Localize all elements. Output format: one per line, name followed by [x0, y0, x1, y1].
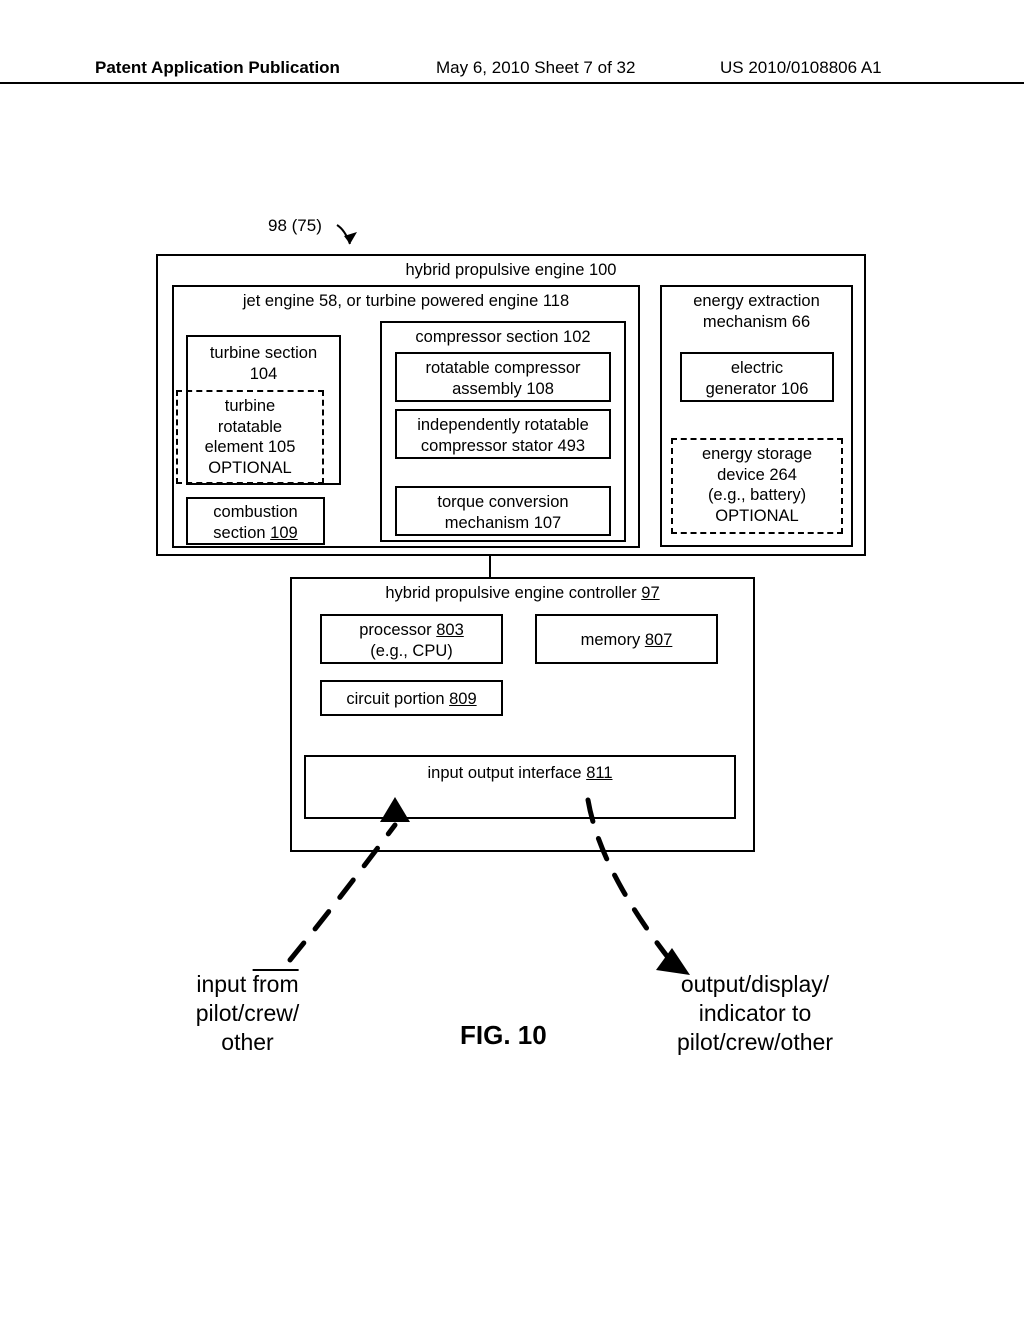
storage-264-l2: device 264 [717, 466, 797, 484]
turbine-104-line2: 104 [250, 365, 278, 383]
extraction-66-l1: energy extraction [693, 292, 820, 310]
input-text-l2: pilot/crew/ [196, 1000, 300, 1026]
input-text-l3: other [221, 1029, 273, 1055]
title-combustion-109: combustion section 109 [188, 499, 323, 547]
turbine-104-line1: turbine section [210, 344, 317, 362]
assembly-108-l2: assembly 108 [452, 380, 554, 398]
box-memory-807: memory 807 [535, 614, 718, 664]
torque-107-l1: torque conversion [437, 493, 568, 511]
turbine-105-l1: turbine [225, 397, 275, 415]
extraction-66-l2: mechanism 66 [703, 313, 810, 331]
storage-264-l1: energy storage [702, 445, 812, 463]
title-memory-807: memory 807 [537, 616, 716, 655]
title-turbine-rotatable-105: turbine rotatable element 105 OPTIONAL [178, 392, 322, 483]
processor-803-l2: (e.g., CPU) [370, 642, 453, 660]
title-generator-106: electric generator 106 [682, 354, 832, 403]
torque-107-l2: mechanism 107 [445, 514, 561, 532]
title-torque-107: torque conversion mechanism 107 [397, 488, 609, 537]
title-rotatable-assembly-108: rotatable compressor assembly 108 [397, 354, 609, 403]
combustion-109-l1: combustion [213, 503, 297, 521]
generator-106-l1: electric [731, 359, 783, 377]
box-io-interface-811: input output interface 811 [304, 755, 736, 819]
storage-264-l4: OPTIONAL [715, 507, 798, 525]
box-processor-803: processor 803 (e.g., CPU) [320, 614, 503, 664]
title-jet-engine-58: jet engine 58, or turbine powered engine… [174, 287, 638, 316]
title-hybrid-engine-100: hybrid propulsive engine 100 [158, 256, 864, 285]
circuit-809-pre: circuit portion [346, 690, 449, 708]
combustion-109-l2-u: 109 [270, 524, 298, 542]
output-text-l3: pilot/crew/other [677, 1029, 833, 1055]
processor-803-pre: processor [359, 621, 436, 639]
box-turbine-rotatable-105: turbine rotatable element 105 OPTIONAL [176, 390, 324, 484]
title-io-interface-811: input output interface 811 [306, 757, 734, 788]
output-display-text: output/display/ indicator to pilot/crew/… [640, 970, 870, 1056]
header-publication: Patent Application Publication [95, 58, 340, 78]
title-processor-803: processor 803 (e.g., CPU) [322, 616, 501, 665]
page-header: Patent Application Publication May 6, 20… [0, 58, 1024, 84]
memory-807-pre: memory [581, 631, 645, 649]
header-date-sheet: May 6, 2010 Sheet 7 of 32 [436, 58, 635, 78]
controller-97-u: 97 [641, 584, 659, 602]
input-text-l1-over: from [253, 971, 299, 997]
io-811-u: 811 [586, 764, 612, 782]
ref-98-75-label: 98 (75) [268, 216, 322, 236]
circuit-809-u: 809 [449, 690, 477, 708]
turbine-105-l2: rotatable [218, 418, 282, 436]
output-text-l1: output/display/ [681, 971, 829, 997]
box-generator-106: electric generator 106 [680, 352, 834, 402]
title-stator-493: independently rotatable compressor stato… [397, 411, 609, 460]
title-turbine-section-104: turbine section 104 [188, 337, 339, 388]
box-circuit-809: circuit portion 809 [320, 680, 503, 716]
title-circuit-809: circuit portion 809 [322, 682, 501, 714]
box-energy-storage-264: energy storage device 264 (e.g., battery… [671, 438, 843, 534]
title-compressor-section-102: compressor section 102 [382, 323, 624, 352]
page: Patent Application Publication May 6, 20… [0, 0, 1024, 1320]
box-rotatable-assembly-108: rotatable compressor assembly 108 [395, 352, 611, 402]
output-text-l2: indicator to [699, 1000, 812, 1026]
turbine-105-l4: OPTIONAL [208, 459, 291, 477]
stator-493-l2: compressor stator 493 [421, 437, 585, 455]
figure-label: FIG. 10 [460, 1020, 547, 1051]
generator-106-l2: generator 106 [706, 380, 809, 398]
input-from-pilot-text: input from pilot/crew/ other [155, 970, 340, 1056]
storage-264-l3: (e.g., battery) [708, 486, 806, 504]
turbine-105-l3: element 105 [205, 438, 296, 456]
io-811-pre: input output interface [427, 764, 586, 782]
input-text-l1-pre: input [196, 971, 252, 997]
combustion-109-l2-pre: section [213, 524, 270, 542]
memory-807-u: 807 [645, 631, 673, 649]
processor-803-u: 803 [436, 621, 464, 639]
box-torque-107: torque conversion mechanism 107 [395, 486, 611, 536]
title-energy-storage-264: energy storage device 264 (e.g., battery… [673, 440, 841, 531]
box-combustion-109: combustion section 109 [186, 497, 325, 545]
title-controller-97: hybrid propulsive engine controller 97 [292, 579, 753, 608]
stator-493-l1: independently rotatable [417, 416, 589, 434]
box-stator-493: independently rotatable compressor stato… [395, 409, 611, 459]
title-energy-extraction-66: energy extraction mechanism 66 [662, 287, 851, 336]
controller-97-pre: hybrid propulsive engine controller [385, 584, 641, 602]
header-pub-number: US 2010/0108806 A1 [720, 58, 882, 78]
assembly-108-l1: rotatable compressor [426, 359, 581, 377]
